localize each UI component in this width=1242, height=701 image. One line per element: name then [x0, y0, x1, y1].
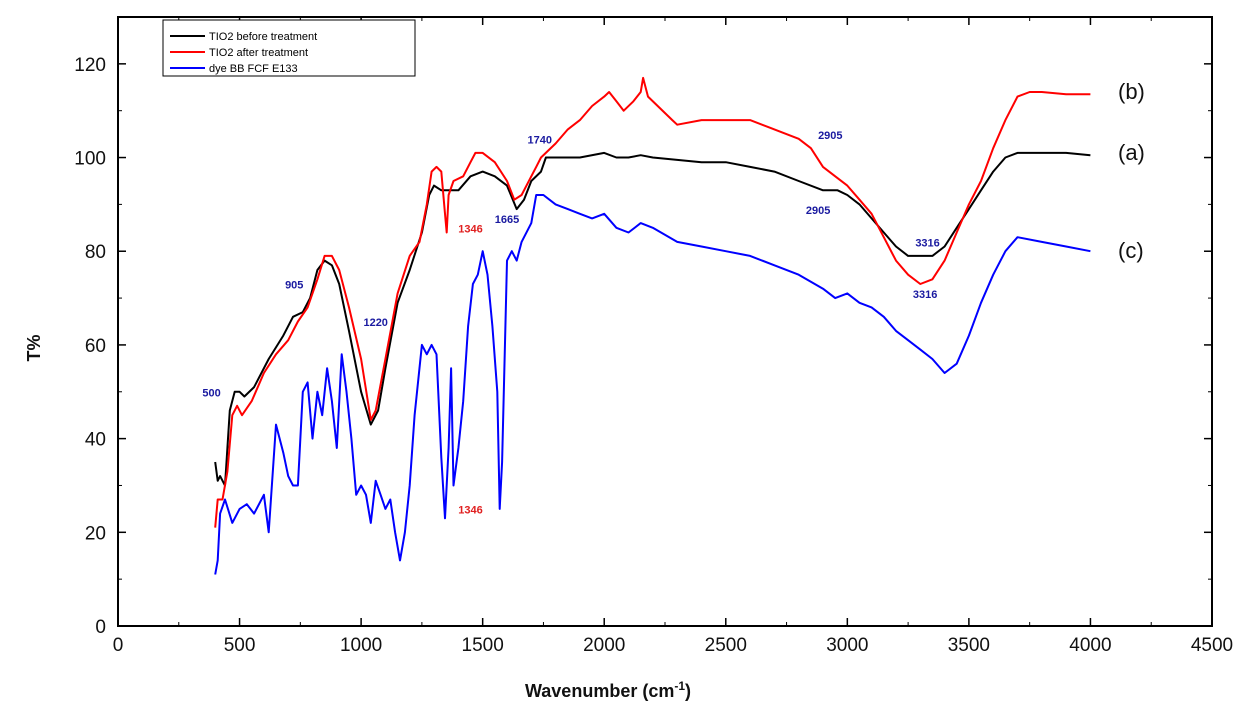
x-tick-label: 500 — [224, 635, 256, 656]
peak-annotation: 1740 — [528, 134, 552, 146]
legend-label-c: dye BB FCF E133 — [209, 63, 298, 75]
y-axis-title: T% — [24, 335, 44, 362]
x-axis-title: Wavenumber (cm-1) — [525, 679, 691, 701]
x-tick-label: 1500 — [462, 635, 504, 656]
peak-annotation: 1346 — [458, 223, 482, 235]
peak-annotation: 3316 — [915, 238, 939, 250]
x-tick-label: 4500 — [1191, 635, 1233, 656]
peak-annotation: 1665 — [495, 214, 519, 226]
annotation-layer: 905 500 1220 1346 1665 1740 1346 2905 2905 3316 33… — [202, 130, 939, 517]
y-tick-label: 80 — [85, 242, 106, 263]
x-tick-label: 3500 — [948, 635, 990, 656]
curve-label-3: (c) — [1118, 238, 1144, 263]
curve-label-2: (b) — [1118, 79, 1145, 104]
y-tick-label: 100 — [74, 149, 106, 170]
series-line-3 — [214, 194, 1091, 575]
peak-annotation: 1220 — [363, 317, 387, 329]
x-axis-title-sup: -1 — [674, 679, 685, 693]
plot-area-border — [117, 16, 1213, 627]
peak-annotation: 500 — [202, 387, 220, 399]
peak-annotation: 905 — [285, 280, 303, 292]
legend: TIO2 before treatment TIO2 after treatme… — [162, 19, 416, 77]
x-tick-label: 1000 — [340, 635, 382, 656]
series-line-1 — [214, 151, 1091, 487]
peak-annotation: 3316 — [913, 289, 937, 301]
plot-frame — [117, 16, 1213, 627]
x-axis-title-end: ) — [685, 681, 691, 701]
peak-annotation: 2905 — [806, 205, 830, 217]
series-layer — [214, 76, 1091, 575]
y-tick-label: 0 — [95, 617, 106, 638]
y-tick-label: 120 — [74, 55, 106, 76]
curve-label-1: (a) — [1118, 140, 1145, 165]
legend-label-b: TIO2 after treatment — [209, 47, 308, 59]
legend-box — [162, 19, 416, 77]
legend-label-a: TIO2 before treatment — [209, 31, 317, 43]
x-tick-label: 2000 — [583, 635, 625, 656]
curve-labels: (a) (b) (c) — [1118, 79, 1145, 263]
peak-annotation: 2905 — [818, 130, 842, 142]
y-tick-label: 60 — [85, 336, 106, 357]
y-tick-label: 40 — [85, 430, 106, 451]
x-axis-title-main: Wavenumber (cm — [525, 681, 674, 701]
x-tick-label: 2500 — [705, 635, 747, 656]
peak-annotation: 1346 — [458, 505, 482, 517]
series-line-2 — [214, 76, 1091, 528]
x-axis-ticks: 0 500 1000 1500 2000 2500 3000 3500 4000 4500 — [113, 17, 1233, 656]
y-tick-label: 20 — [85, 523, 106, 544]
y-axis-ticks: 0 20 40 60 80 100 120 — [74, 55, 1212, 638]
x-tick-label: 4000 — [1069, 635, 1111, 656]
x-tick-label: 0 — [113, 635, 124, 656]
x-tick-label: 3000 — [826, 635, 868, 656]
